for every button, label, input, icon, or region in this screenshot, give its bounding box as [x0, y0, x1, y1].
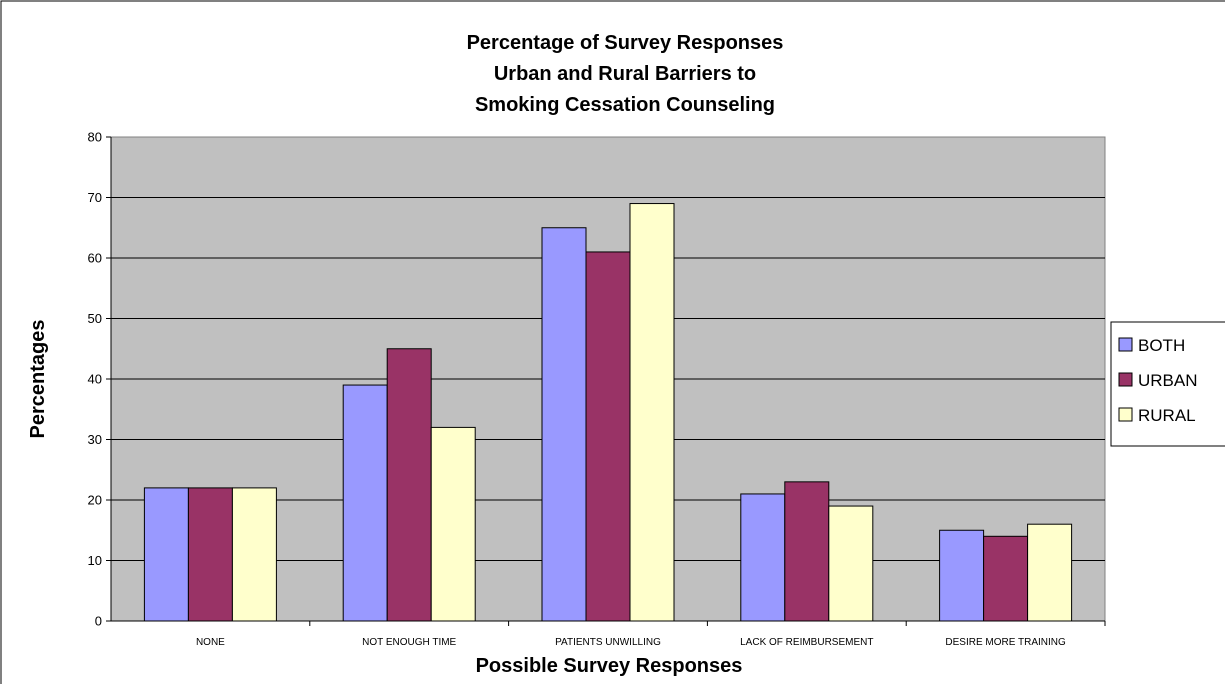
y-tick-label: 60: [88, 251, 102, 266]
bar-rural-0: [231, 487, 277, 622]
y-tick-label: 10: [88, 553, 102, 568]
legend-swatch-urban: [1118, 372, 1133, 387]
bar-rural-4: [1027, 523, 1073, 622]
bar-rural-3: [828, 505, 874, 622]
axes: 0 10 20 30 40 50 60 70 80 NONE NOT ENOUGH TIME PATI…: [88, 130, 1106, 648]
bar-rural-2: [629, 203, 675, 622]
y-tick-label: 80: [88, 130, 102, 145]
x-tick-label: DESIRE MORE TRAINING: [945, 637, 1066, 648]
bar-urban-4: [983, 535, 1029, 622]
y-axis-title: Percentages: [27, 320, 49, 439]
y-tick-label: 0: [95, 614, 102, 629]
y-tick-label: 20: [88, 493, 102, 508]
chart-title-line-3: Smoking Cessation Counseling: [475, 94, 775, 116]
bar-urban-1: [386, 348, 432, 622]
bar-both-2: [541, 227, 587, 622]
chart-title-line-1: Percentage of Survey Responses: [467, 32, 784, 54]
bar-both-3: [740, 493, 786, 622]
legend-label-rural: RURAL: [1138, 406, 1196, 425]
legend-swatch-both: [1118, 337, 1133, 352]
bar-urban-0: [187, 487, 233, 622]
legend-label-both: BOTH: [1138, 336, 1185, 355]
bar-both-4: [939, 529, 985, 622]
legend-swatch-rural: [1118, 407, 1133, 422]
bar-both-0: [143, 487, 189, 622]
x-tick-label: NONE: [196, 637, 225, 648]
x-axis-title: Possible Survey Responses: [476, 655, 743, 677]
bar-both-1: [342, 384, 388, 622]
legend-label-urban: URBAN: [1138, 371, 1198, 390]
y-tick-label: 50: [88, 311, 102, 326]
y-tick-label: 40: [88, 372, 102, 387]
bar-urban-2: [585, 251, 631, 622]
x-tick-label: NOT ENOUGH TIME: [362, 637, 456, 648]
chart-title-line-2: Urban and Rural Barriers to: [494, 63, 756, 85]
x-tick-label: LACK OF REIMBURSEMENT: [740, 637, 873, 648]
legend: BOTH URBAN RURAL: [1110, 321, 1225, 447]
bars: [143, 203, 1073, 622]
y-tick-label: 30: [88, 432, 102, 447]
y-tick-label: 70: [88, 190, 102, 205]
bar-urban-3: [784, 481, 830, 622]
bar-rural-1: [430, 426, 476, 622]
x-tick-label: PATIENTS UNWILLING: [555, 637, 661, 648]
